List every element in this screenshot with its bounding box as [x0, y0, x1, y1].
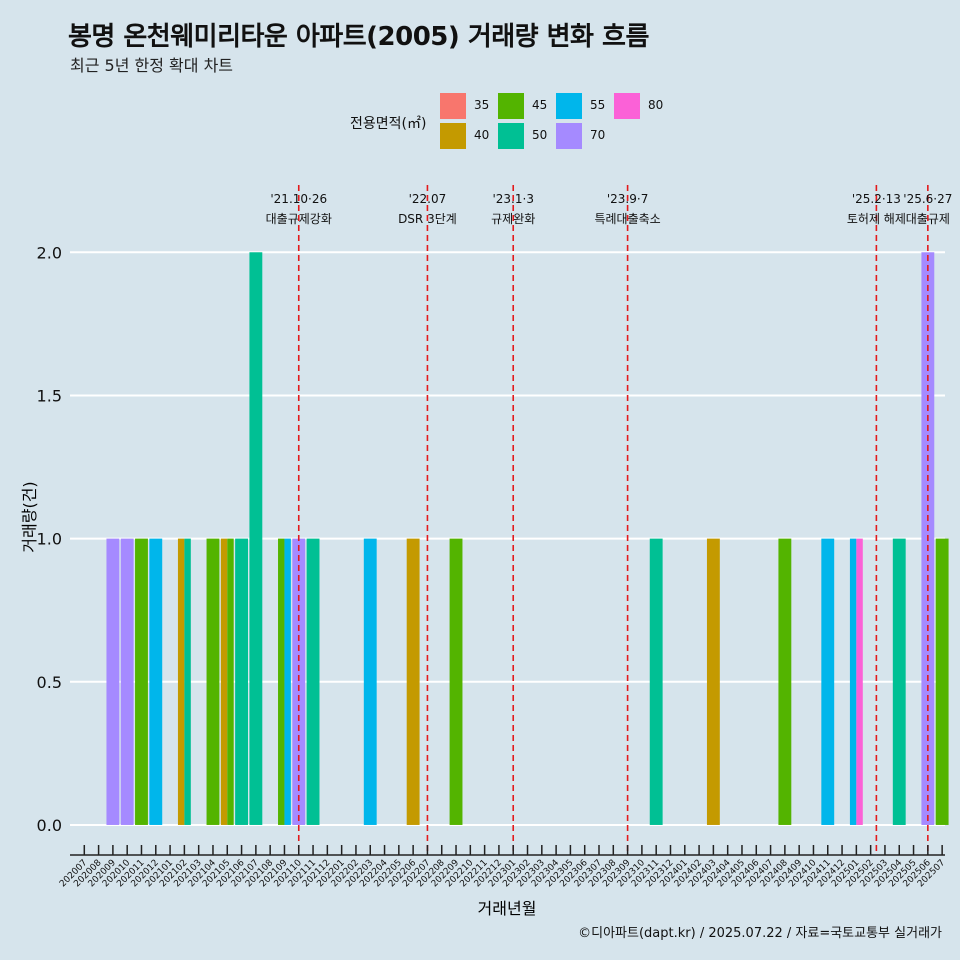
bar-202010-70 — [120, 538, 134, 825]
legend-label-40: 40 — [474, 128, 490, 142]
bar-202209-45 — [449, 538, 463, 825]
bar-202111-50 — [306, 538, 320, 825]
event-label: 대출규제 — [906, 212, 950, 226]
bar-202411-55 — [821, 538, 835, 825]
bar-202009-70 — [106, 538, 120, 825]
legend-label-80: 80 — [648, 98, 664, 112]
y-axis-title: 거래량(건) — [20, 481, 39, 552]
bar-202206-40 — [406, 538, 420, 825]
event-date: '22.07 — [409, 192, 447, 206]
y-tick-label: 2.0 — [37, 243, 62, 262]
x-axis: 2020072020082020092020102020112020122021… — [58, 845, 947, 889]
event-date: '21.10·26 — [270, 192, 327, 206]
event-lines — [297, 185, 929, 855]
y-tick-label: 0.0 — [37, 816, 62, 835]
legend-swatch-45 — [498, 93, 524, 119]
chart-subtitle: 최근 5년 한정 확대 차트 — [70, 56, 234, 75]
bar-202104-45 — [206, 538, 220, 825]
bar-202311-50 — [649, 538, 663, 825]
event-label: 특례대출축소 — [594, 212, 660, 226]
event-date: '25.2·13 — [852, 192, 901, 206]
bar-202012-55 — [149, 538, 163, 825]
y-tick-label: 1.5 — [37, 386, 62, 405]
legend-swatch-50 — [498, 123, 524, 149]
bar-202102-40 — [177, 538, 185, 825]
bar-202106-50 — [235, 538, 249, 825]
legend-swatch-70 — [556, 123, 582, 149]
bar-202110-70 — [292, 538, 306, 825]
bar-202408-45 — [778, 538, 792, 825]
legend-label-70: 70 — [590, 128, 606, 142]
legend-swatch-35 — [440, 93, 466, 119]
event-label: 규제완화 — [491, 212, 535, 226]
bar-202109-45 — [278, 538, 285, 825]
y-tick-label: 1.0 — [37, 530, 62, 549]
bar-202403-40 — [706, 538, 720, 825]
event-date: '23.1·3 — [492, 192, 533, 206]
bar-202507-45 — [935, 538, 949, 825]
bar-202105-45 — [227, 538, 234, 825]
grid-lines — [70, 251, 945, 826]
legend-label-55: 55 — [590, 98, 606, 112]
event-annotations: '21.10·26 대출규제강화 '22.07 DSR 3단계 '23.1·3 규제완화 '… — [266, 192, 953, 226]
x-axis-title: 거래년월 — [478, 899, 537, 918]
y-axis: 0.0 0.5 1.0 1.5 2.0 — [37, 243, 62, 835]
legend-swatch-40 — [440, 123, 466, 149]
bar-202501-80 — [856, 538, 863, 825]
bar-202011-45 — [135, 538, 148, 825]
bar-202504-50 — [892, 538, 906, 825]
caption: ©디아파트(dapt.kr) / 2025.07.22 / 자료=국토교통부 실… — [578, 926, 942, 941]
legend-label-45: 45 — [532, 98, 548, 112]
bar-202105-40 — [220, 538, 228, 825]
event-date: '25.6·27 — [903, 192, 952, 206]
legend-title: 전용면적(㎡) — [350, 116, 427, 132]
chart-title: 봉명 온천웨미리타운 아파트(2005) 거래량 변화 흐름 — [68, 22, 649, 52]
legend-swatch-80 — [614, 93, 640, 119]
bar-202109-55 — [284, 538, 291, 825]
legend-label-50: 50 — [532, 128, 548, 142]
event-label: 대출규제강화 — [266, 212, 332, 226]
y-tick-label: 0.5 — [37, 673, 62, 692]
legend-label-35: 35 — [474, 98, 490, 112]
legend-swatch-55 — [556, 93, 582, 119]
event-label: 토허제 해제 — [847, 212, 906, 226]
bar-202107-50 — [249, 252, 263, 825]
bars — [106, 252, 949, 825]
bar-202501-55 — [849, 538, 857, 825]
event-label: DSR 3단계 — [398, 212, 457, 226]
bar-202203-55 — [363, 538, 377, 825]
event-date: '23.9·7 — [607, 192, 648, 206]
bar-202102-50 — [184, 538, 191, 825]
